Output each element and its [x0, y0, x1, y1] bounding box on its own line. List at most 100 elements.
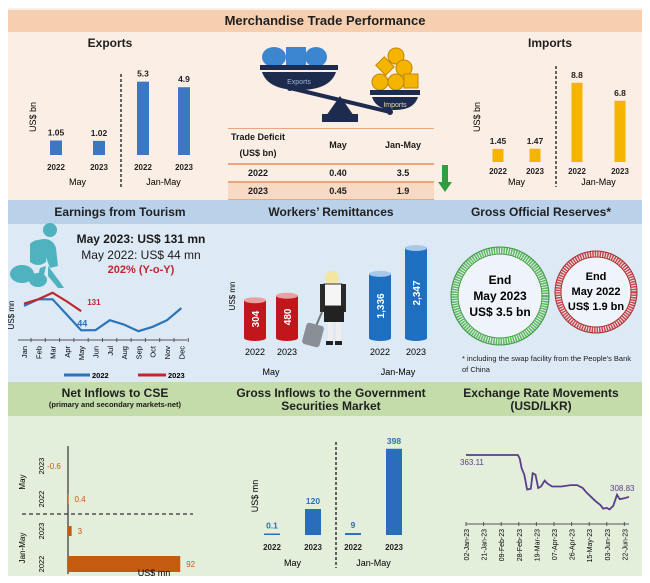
- left-pan-label: Exports: [287, 79, 311, 86]
- trade-deficit-table: Trade Deficit (US$ bn) May Jan-May 2022 …: [228, 128, 434, 200]
- y-tick-label: 2022: [37, 491, 46, 508]
- gov-sec-title-line1: Gross Inflows to the Government: [236, 386, 426, 400]
- reserves-2022-line1: End: [586, 271, 607, 283]
- x-tick-label: 03-Jun-23: [605, 529, 612, 561]
- y-axis-label: US$ bn: [472, 102, 482, 132]
- financial-header-band: [8, 382, 642, 416]
- legend-label-2022: 2022: [92, 371, 109, 380]
- imports-goods-icon: [371, 47, 419, 91]
- data-label: 480: [283, 308, 294, 325]
- cse-title: Net Inflows to CSE: [61, 386, 169, 400]
- data-label: 1.02: [91, 128, 108, 138]
- x-tick-label: 2022: [245, 347, 265, 357]
- x-tick-label: 22-Jun-23: [622, 529, 629, 561]
- group-label: May: [508, 177, 526, 187]
- bar: [50, 140, 62, 155]
- data-label: 1.45: [490, 136, 507, 146]
- x-tick-label: 02-Jan-23: [464, 529, 471, 561]
- cylinder-top: [405, 245, 427, 251]
- x-tick-label: 09-Feb-23: [499, 529, 506, 561]
- down-arrow-icon: [438, 165, 452, 192]
- bar: [137, 81, 149, 155]
- cylinder-bar: [276, 295, 298, 338]
- table-header-unit: (US$ bn): [239, 148, 277, 158]
- bar: [68, 556, 181, 572]
- cylinder-bar: [244, 300, 266, 338]
- y-tick-label: 2023: [37, 458, 46, 475]
- table-header-label: Trade Deficit: [230, 132, 286, 142]
- exports-title: Exports: [87, 36, 133, 50]
- x-tick-label: 2023: [304, 543, 322, 552]
- group-label: Jan-May: [18, 533, 27, 564]
- tourism-may-2022: May 2022: US$ 44 mn: [81, 248, 201, 262]
- legend-label-2023: 2023: [168, 371, 185, 380]
- x-axis-label: US$ mn: [138, 568, 171, 576]
- y-axis-label: US$ mn: [8, 301, 16, 330]
- x-tick-label: 15-May-23: [587, 529, 594, 563]
- x-tick-label: 2023: [611, 167, 629, 176]
- bar: [305, 509, 321, 535]
- bar: [93, 140, 105, 155]
- bar: [529, 148, 541, 162]
- data-label: 4.9: [178, 74, 190, 84]
- x-tick-label: Nov: [163, 346, 172, 360]
- series-line-2023: [23, 291, 82, 313]
- data-label: 1.47: [527, 136, 544, 146]
- data-label: 6.8: [614, 88, 626, 98]
- data-label: 0.4: [74, 495, 86, 504]
- x-tick-label: Dec: [177, 346, 186, 360]
- group-label: Jan-May: [146, 177, 181, 187]
- x-tick-label: Jan: [20, 346, 29, 358]
- fx-title-line1: Exchange Rate Movements: [463, 386, 619, 400]
- x-tick-label: 28-Feb-23: [517, 529, 524, 561]
- x-tick-label: 2023: [406, 347, 426, 357]
- cse-chart: -0.620230.4202232023922022MayJan-MayUS$ …: [18, 446, 196, 576]
- data-label: 304: [251, 310, 262, 327]
- x-tick-label: May: [77, 346, 86, 360]
- table-row: 2022 0.40 3.5: [228, 165, 434, 181]
- reserves-2023-line2: May 2023: [473, 289, 527, 303]
- cylinder-top: [244, 297, 266, 304]
- bar: [614, 100, 626, 162]
- x-tick-label: 07-Apr-23: [552, 529, 559, 560]
- data-label: 92: [186, 560, 195, 569]
- group-label: Jan-May: [581, 177, 616, 187]
- y-axis-label: US$ mn: [228, 282, 237, 311]
- data-label: 1,336: [376, 293, 387, 318]
- cylinder-base: [244, 335, 266, 341]
- tourism-may-2023: May 2023: US$ 131 mn: [76, 232, 206, 246]
- cylinder-top: [276, 292, 298, 299]
- x-tick-label: 2022: [568, 167, 586, 176]
- group-label: May: [262, 367, 280, 377]
- data-label: -0.6: [47, 462, 61, 471]
- group-label: May: [284, 558, 302, 568]
- group-label: May: [18, 474, 27, 489]
- cylinder-bar: [369, 273, 391, 338]
- reserves-2023-value: US$ 3.5 bn: [469, 305, 530, 319]
- right-pan-label: Imports: [383, 102, 407, 109]
- reserves-circles: End May 2023 US$ 3.5 bn End May 2022 US$…: [450, 246, 638, 346]
- data-label: 1.05: [48, 127, 65, 137]
- group-label: Jan-May: [381, 367, 416, 377]
- x-tick-label: Oct: [149, 345, 158, 358]
- group-label: Jan-May: [356, 558, 391, 568]
- reserves-2023-ring: [450, 246, 550, 346]
- data-label: 3: [78, 527, 83, 536]
- x-tick-label: Jul: [106, 346, 115, 356]
- reserves-title: Gross Official Reserves*: [470, 205, 612, 219]
- traveler-icon: [10, 223, 64, 288]
- y-axis-label: US$ bn: [28, 102, 38, 132]
- main-title: Merchandise Trade Performance: [224, 13, 426, 28]
- x-tick-label: 19-Mar-23: [534, 529, 541, 561]
- bar: [345, 533, 361, 535]
- fx-title-line2: (USD/LKR): [510, 399, 572, 413]
- x-tick-label: 2022: [263, 543, 281, 552]
- reserves-2022-ring: [555, 251, 637, 333]
- x-tick-label: 2023: [277, 347, 297, 357]
- cylinder-bar: [405, 248, 427, 338]
- remittances-chart: 304 2022 480 2023 1,336 2022 2,347 2023 May Jan-M…: [228, 245, 427, 377]
- x-tick-label: 2023: [90, 163, 108, 172]
- cylinder-base: [276, 335, 298, 341]
